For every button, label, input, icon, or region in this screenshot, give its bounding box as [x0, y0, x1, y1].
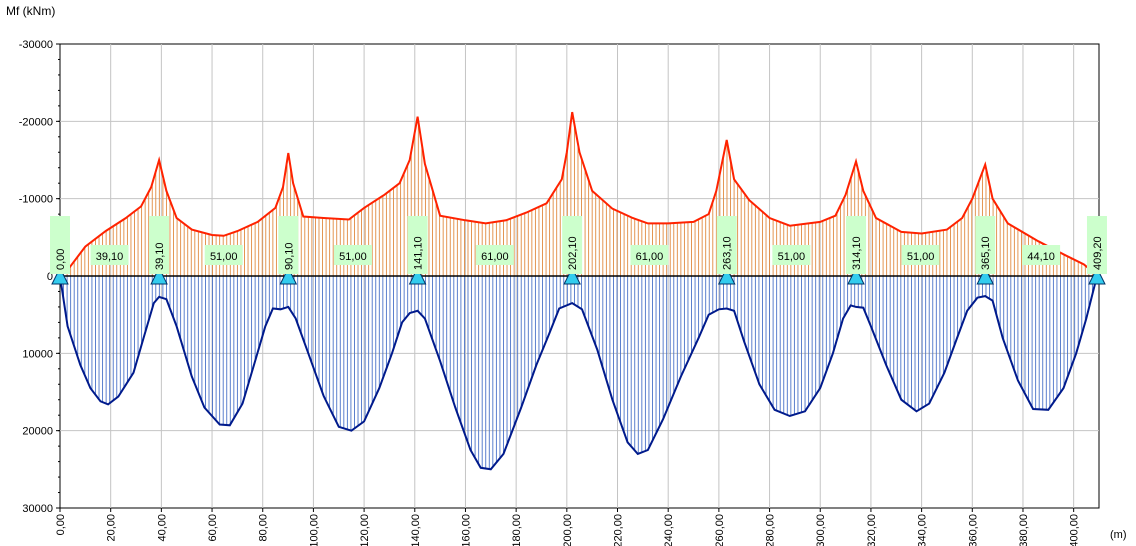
y-tick-label: -20000 [19, 116, 53, 128]
supports [51, 266, 1106, 285]
x-tick-label: 180,00 [511, 514, 523, 546]
support-label-box [845, 216, 866, 274]
support-label-box [562, 216, 583, 274]
support-label: 141,10 [413, 236, 425, 270]
x-tick-label: 300,00 [815, 514, 827, 546]
support-triangle [1088, 266, 1106, 285]
axes: 0,00 20,00 40,00 60,00 80,00 100,00 120,00 140,… [19, 39, 1099, 546]
span-label: 51,00 [210, 251, 238, 263]
support-label-box [716, 216, 737, 274]
x-tick-label: 280,00 [765, 514, 777, 546]
support-triangle [717, 266, 736, 285]
support-triangle [279, 266, 298, 285]
x-tick-label: 220,00 [613, 514, 625, 546]
x-tick-label: 80,00 [258, 514, 270, 542]
span-label-box [90, 245, 129, 265]
support-label: 365,10 [980, 236, 992, 270]
support-label-box [278, 216, 299, 274]
span-label-box [204, 245, 243, 265]
span-label-box [333, 245, 372, 265]
x-tick-label: 160,00 [460, 514, 472, 546]
span-label: 51,00 [907, 251, 935, 263]
span-label-box [901, 245, 940, 265]
envelope-line-0 [59, 111, 1098, 276]
x-axis-title: (m) [1110, 529, 1127, 541]
span-label-box [772, 245, 811, 265]
x-tick-label: 20,00 [106, 514, 118, 542]
x-tick-label: 200,00 [562, 514, 574, 546]
x-tick-label: 260,00 [714, 514, 726, 546]
span-label: 51,00 [339, 251, 367, 263]
envelope-line-1 [59, 275, 1098, 471]
support-triangle [563, 266, 581, 285]
span-label-box [1022, 245, 1061, 265]
x-tick-label: 380,00 [1018, 514, 1030, 546]
support-label: 90,10 [283, 242, 295, 270]
x-tick-label: 140,00 [410, 514, 422, 546]
support-label: 314,10 [851, 236, 863, 270]
x-tick-label: 360,00 [967, 514, 979, 546]
y-tick-label: -10000 [19, 194, 53, 206]
span-label-box [475, 245, 514, 265]
support-label-box [407, 216, 428, 274]
span-label: 51,00 [778, 251, 806, 263]
y-axis-title: Mf (kNm) [6, 4, 55, 18]
span-label: 39,10 [96, 251, 124, 263]
span-label: 61,00 [636, 251, 664, 263]
y-tick-label: 30000 [22, 503, 53, 515]
support-label-box [1086, 216, 1107, 274]
support-label: 263,10 [722, 236, 734, 270]
support-triangle [976, 266, 995, 285]
x-tick-label: 100,00 [308, 514, 320, 546]
support-triangle [51, 266, 69, 285]
span-label: 61,00 [481, 251, 509, 263]
x-tick-label: 320,00 [866, 514, 878, 546]
support-triangle [847, 266, 865, 285]
support-triangle [150, 266, 168, 285]
x-tick-label: 40,00 [156, 514, 168, 542]
moment-hatching [59, 121, 1097, 470]
y-tick-label: 0 [47, 271, 53, 283]
y-tick-label: 20000 [22, 426, 53, 438]
span-label-box [630, 245, 669, 265]
support-label-box [975, 216, 996, 274]
y-tick-label: -30000 [19, 39, 53, 51]
span-label: 44,10 [1027, 251, 1055, 263]
support-label: 202,10 [567, 236, 579, 270]
x-tick-label: 60,00 [207, 514, 219, 542]
x-tick-label: 240,00 [663, 514, 675, 546]
x-tick-label: 340,00 [917, 514, 929, 546]
support-label: 0,00 [55, 249, 67, 270]
y-tick-label: 10000 [22, 348, 53, 360]
span-labels: 0,00 39,10 90,10 141,10 202,10 263,10 314,10 36… [50, 216, 1107, 274]
support-label: 409,20 [1092, 236, 1104, 270]
support-label-box [50, 216, 70, 274]
support-triangle [408, 266, 427, 285]
x-tick-label: 0,00 [55, 514, 67, 535]
moment-envelope-lines [59, 111, 1098, 471]
x-tick-label: 400,00 [1069, 514, 1081, 546]
x-tick-label: 120,00 [359, 514, 371, 546]
support-label-box [149, 216, 170, 274]
support-label: 39,10 [154, 242, 166, 270]
